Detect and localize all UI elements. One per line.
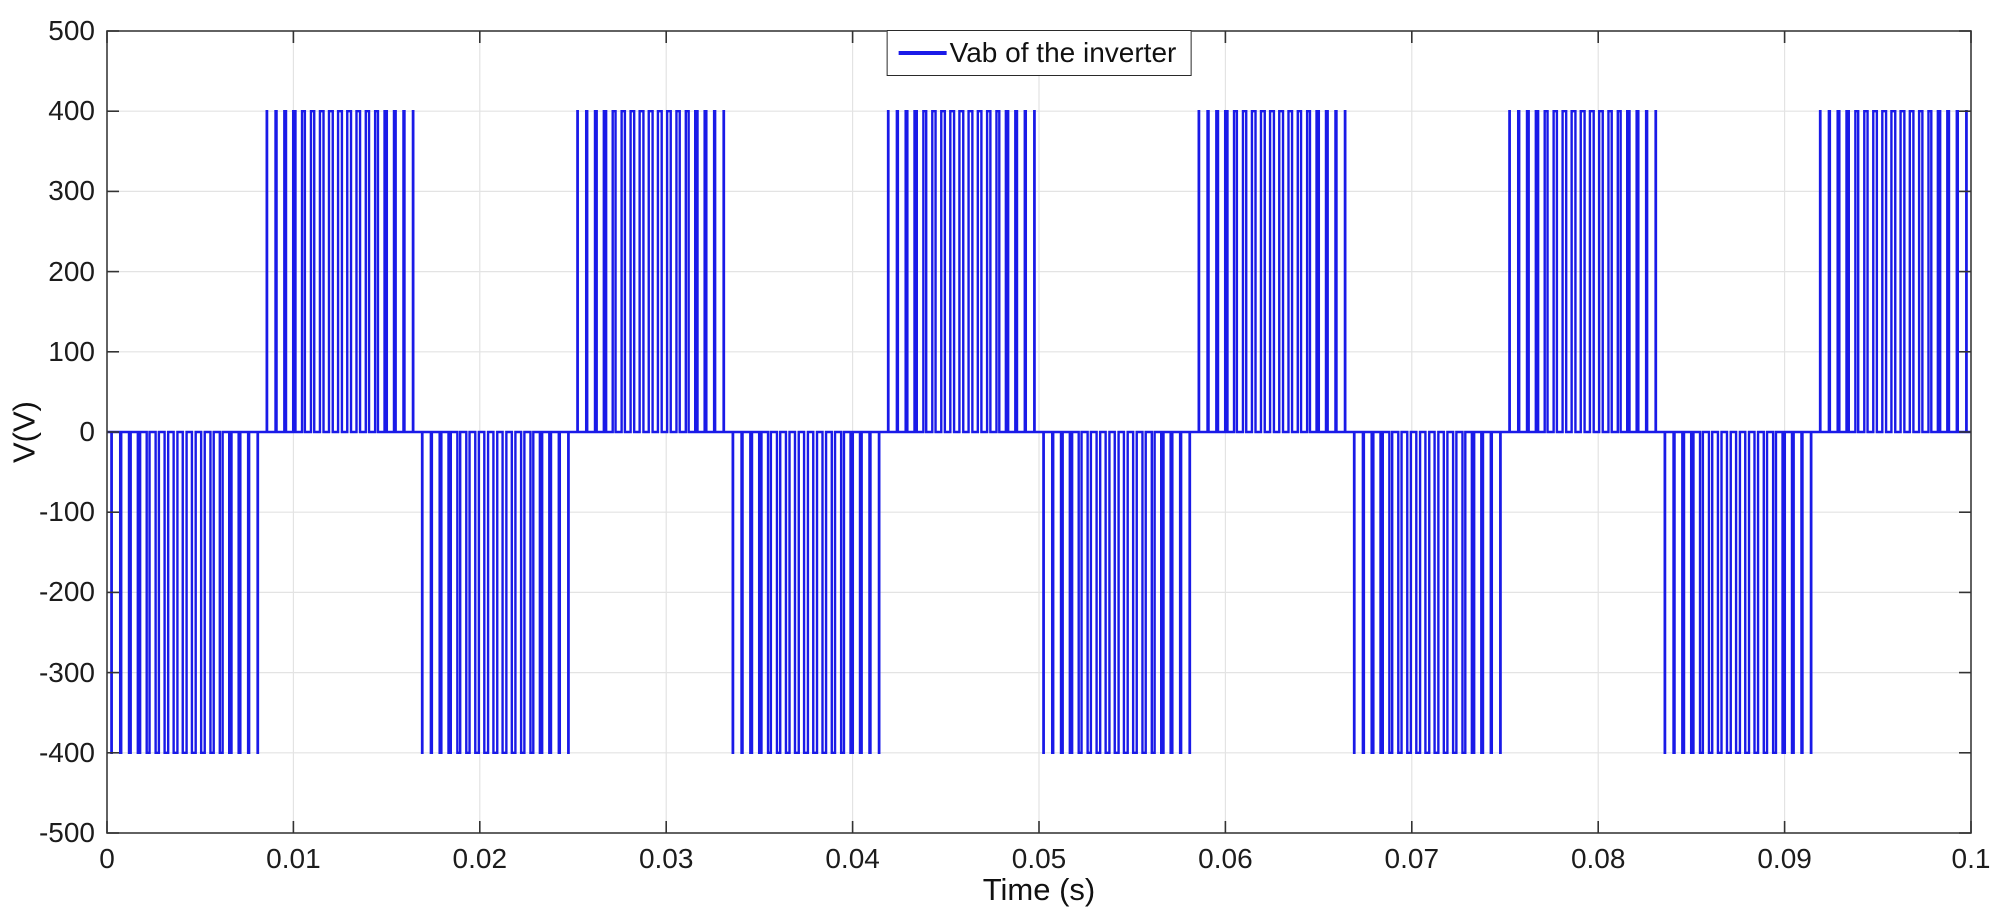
x-tick-label: 0.01 bbox=[266, 843, 321, 874]
x-tick-label: 0.1 bbox=[1951, 843, 1991, 874]
x-tick-label: 0.02 bbox=[452, 843, 508, 874]
legend: Vab of the inverter bbox=[886, 30, 1192, 76]
y-tick-label: 300 bbox=[48, 175, 95, 207]
x-tick-label: 0.08 bbox=[1570, 843, 1626, 874]
y-tick-label: -400 bbox=[38, 736, 95, 768]
x-tick-label: 0.03 bbox=[638, 843, 694, 874]
axis-ticks bbox=[106, 30, 1972, 834]
y-tick-label: 500 bbox=[48, 15, 95, 46]
y-tick-label: 100 bbox=[48, 335, 95, 367]
y-tick-label: -200 bbox=[38, 576, 95, 608]
vab-waveform bbox=[107, 110, 1971, 754]
x-axis-label: Time (s) bbox=[982, 872, 1096, 907]
x-tick-label: 0.09 bbox=[1757, 843, 1812, 874]
y-axis-label: V(V) bbox=[6, 401, 42, 463]
y-tick-label: -100 bbox=[38, 496, 95, 528]
x-tick-label: 0.05 bbox=[1011, 843, 1067, 874]
y-tick-label: 0 bbox=[79, 416, 95, 447]
y-tick-label: -500 bbox=[38, 817, 95, 848]
y-tick-label: -300 bbox=[38, 656, 95, 688]
x-tick-label: 0 bbox=[99, 843, 115, 874]
y-tick-label: 200 bbox=[48, 255, 95, 287]
x-tick-label: 0.07 bbox=[1384, 843, 1440, 874]
x-tick-label: 0.04 bbox=[825, 843, 880, 874]
y-tick-label: 400 bbox=[48, 95, 95, 127]
legend-line-sample bbox=[898, 51, 947, 55]
x-tick-label: 0.06 bbox=[1198, 843, 1253, 874]
legend-entry-label: Vab of the inverter bbox=[949, 37, 1177, 68]
